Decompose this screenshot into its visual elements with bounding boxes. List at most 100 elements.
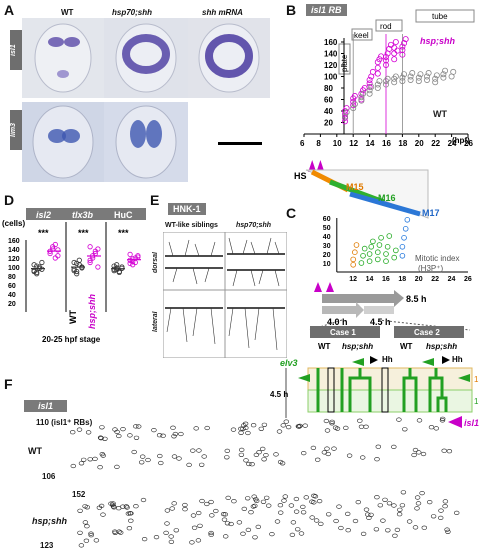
d-stage: 20-25 hpf stage: [42, 335, 101, 344]
rb-cell: [83, 538, 90, 543]
b-x-tick-label: 22: [431, 139, 440, 148]
panelF-hsp-top: 152: [72, 490, 86, 499]
rb-cell: [117, 530, 124, 535]
rb-cell: [228, 521, 234, 527]
muscle-timeline: M15 M16 M17: [305, 169, 440, 219]
rb-cell: [239, 447, 245, 453]
rb-cell: [253, 452, 260, 458]
b-point: [450, 68, 457, 75]
panelE-row-dorsal: dorsal: [152, 251, 159, 273]
c-point: [361, 245, 368, 252]
d-point: [76, 257, 82, 263]
b-point: [391, 44, 398, 51]
c-point: [383, 251, 389, 257]
c-point: [401, 234, 407, 241]
rb-cell: [276, 429, 283, 434]
rb-cell: [303, 495, 310, 500]
c-point: [376, 242, 383, 248]
rb-cell: [296, 424, 302, 429]
d-point: [130, 262, 136, 268]
rb-cell: [302, 423, 308, 428]
rb-cell: [199, 498, 205, 504]
b-point: [366, 83, 373, 90]
c-x-tick-label: 16: [382, 276, 390, 283]
rb-cell: [123, 504, 130, 509]
b-y-tick-label: 100: [324, 73, 338, 82]
rb-cell: [164, 508, 171, 513]
rb-cell: [442, 504, 448, 509]
d-y-tick-label: 100: [8, 265, 20, 272]
b-point: [358, 90, 365, 97]
d-point: [39, 259, 45, 266]
d-point: [130, 256, 136, 262]
rb-cell: [250, 504, 257, 509]
d-point: [74, 268, 80, 275]
b-y-tick-label: 160: [324, 38, 338, 47]
c-point: [350, 256, 356, 263]
panel-c-label: C: [286, 205, 297, 221]
rb-cell: [444, 527, 450, 532]
rb-cell: [278, 510, 284, 515]
rb-cell: [412, 525, 419, 530]
c-index-2: (H3P⁺): [418, 264, 443, 273]
rb-cell: [102, 436, 108, 441]
rb-cell: [85, 430, 92, 435]
rb-cell: [238, 430, 244, 435]
d-y-tick-label: 120: [8, 256, 20, 263]
d-point: [114, 267, 120, 273]
rb-cell: [385, 528, 391, 533]
rb-cell: [316, 498, 323, 504]
rb-cell: [318, 521, 324, 526]
rb-cell: [261, 457, 267, 462]
c-point: [393, 247, 399, 254]
c-index-1: Mitotic index: [415, 254, 459, 263]
b-point: [392, 73, 399, 80]
b-y-tick-label: 120: [324, 61, 338, 70]
c-point: [352, 249, 358, 255]
rb-cell: [415, 501, 422, 506]
rb-cell: [416, 450, 422, 455]
c-point: [378, 234, 384, 241]
d-point: [114, 262, 120, 268]
rb-cell: [204, 501, 210, 507]
rb-cell: [377, 503, 383, 508]
panelF-wt-label: WT: [28, 446, 42, 456]
rb-cell: [439, 418, 446, 423]
rb-cell: [321, 450, 328, 455]
b-point: [383, 81, 390, 88]
panel-f-label: F: [4, 376, 13, 392]
rb-cell: [281, 498, 287, 503]
rb-cell: [82, 520, 89, 525]
rb-cell: [402, 427, 408, 432]
c-dur-45: 4.5 h: [370, 317, 391, 327]
rb-cell: [99, 425, 105, 430]
c-x-tick-label: 20: [415, 276, 423, 283]
b-point: [374, 64, 381, 71]
rb-cell: [373, 527, 380, 532]
b-point: [402, 36, 409, 43]
rb-cell: [243, 425, 249, 431]
case1-label: Case 1: [330, 328, 356, 337]
rb-cell: [446, 449, 453, 454]
rb-cell: [224, 521, 231, 526]
rb-cell: [172, 431, 179, 437]
rb-cell: [133, 435, 140, 440]
rb-cell: [414, 495, 421, 500]
hh-2: Hh: [452, 355, 463, 364]
rb-cell: [140, 497, 147, 503]
b-point: [415, 78, 422, 85]
panelB-chart: tube rod keel plate 20406080100120140160…: [294, 9, 475, 181]
rb-cell: [81, 457, 87, 462]
b-point: [358, 97, 365, 104]
b-x-tick-label: 6: [300, 139, 305, 148]
c-y-tick-label: 60: [323, 216, 331, 223]
b-point: [383, 62, 390, 69]
num-15: 15: [474, 375, 479, 384]
rb-cell: [220, 511, 227, 517]
rb-cell: [196, 448, 202, 453]
c-x-tick-label: 22: [431, 276, 439, 283]
rb-cell: [82, 504, 88, 509]
rb-cell: [88, 533, 94, 538]
b-point: [407, 73, 414, 80]
d-point: [39, 266, 45, 272]
